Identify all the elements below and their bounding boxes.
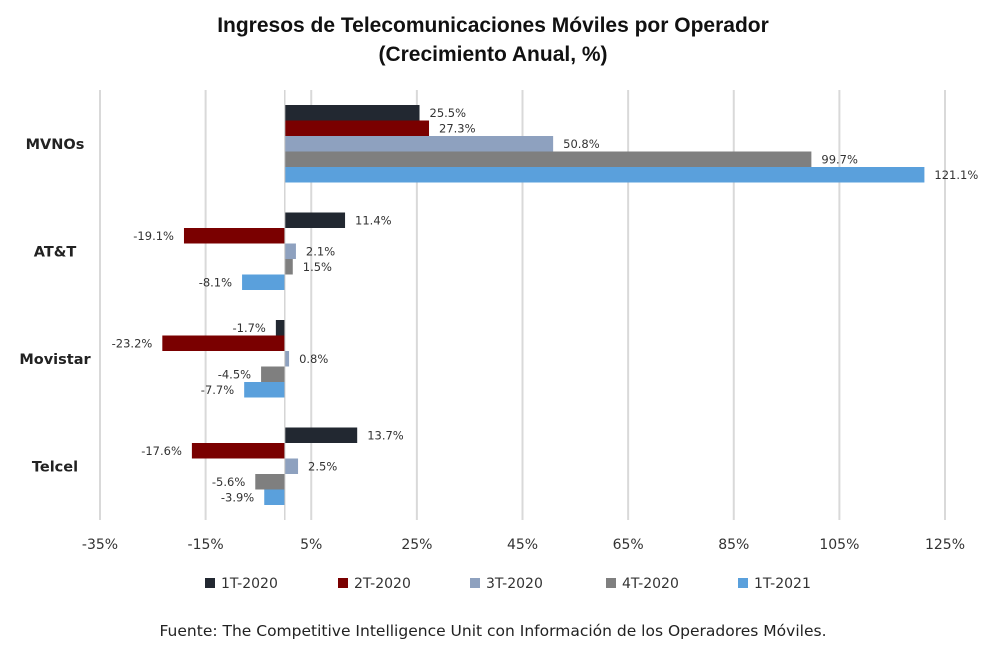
data-label: -4.5% [218, 367, 251, 381]
bar [264, 489, 285, 505]
legend-label: 1T-2021 [754, 576, 811, 592]
x-tick-label: 5% [300, 537, 322, 553]
data-label: 11.4% [355, 213, 392, 227]
category-label: AT&T [34, 244, 77, 260]
bar [284, 212, 346, 228]
source-note: Fuente: The Competitive Intelligence Uni… [159, 622, 826, 640]
chart-title: Ingresos de Telecomunicaciones Móviles p… [217, 14, 769, 37]
x-axis-ticks: -35% -15% 5% 25% 45% 65% 85% 105% 125% [82, 537, 965, 553]
data-label: 13.7% [367, 428, 404, 442]
legend-label: 3T-2020 [486, 576, 543, 592]
data-label: 50.8% [563, 137, 600, 151]
data-label: 27.3% [439, 121, 476, 135]
category-label: MVNOs [26, 137, 85, 153]
bar [244, 382, 285, 398]
category-labels: MVNOs AT&T Movistar Telcel [19, 137, 91, 476]
bar [183, 228, 285, 244]
data-label: -8.1% [199, 275, 232, 289]
data-label: 2.1% [306, 244, 335, 258]
data-label: 1.5% [303, 260, 332, 274]
x-tick-label: 105% [819, 537, 859, 553]
data-label: -3.9% [221, 490, 254, 504]
bar [284, 458, 299, 474]
legend-label: 1T-2020 [221, 576, 278, 592]
legend-swatch [738, 578, 748, 588]
legend-swatch [338, 578, 348, 588]
x-tick-label: -15% [188, 537, 224, 553]
bar [284, 351, 290, 367]
data-label: 25.5% [430, 106, 467, 120]
bar [284, 151, 812, 167]
legend-swatch [205, 578, 215, 588]
data-label: 121.1% [934, 168, 978, 182]
bar [261, 366, 285, 382]
legend-swatch [470, 578, 480, 588]
x-tick-label: 85% [718, 537, 749, 553]
x-tick-label: 125% [925, 537, 965, 553]
data-label: -5.6% [212, 475, 245, 489]
bar [275, 320, 285, 336]
chart-subtitle: (Crecimiento Anual, %) [378, 43, 607, 66]
data-label: -23.2% [112, 336, 153, 350]
x-tick-label: -35% [82, 537, 118, 553]
data-label: 2.5% [308, 459, 337, 473]
x-tick-label: 65% [613, 537, 644, 553]
bar [284, 136, 554, 152]
legend-label: 4T-2020 [622, 576, 679, 592]
x-tick-label: 45% [507, 537, 538, 553]
x-tick-label: 25% [401, 537, 432, 553]
bar [284, 243, 296, 259]
bar [242, 274, 285, 290]
legend-swatch [606, 578, 616, 588]
bar [284, 259, 293, 275]
category-label: Telcel [32, 459, 78, 475]
bar [162, 335, 285, 351]
data-label: 0.8% [299, 352, 328, 366]
legend-label: 2T-2020 [354, 576, 411, 592]
bar [284, 167, 925, 183]
data-label: -19.1% [133, 229, 174, 243]
bars: 25.5%27.3% 50.8% 99.7% 121.1% 11.4% -19.1% 2.1… [112, 90, 978, 520]
bar [191, 443, 285, 459]
data-label: 99.7% [821, 152, 858, 166]
category-label: Movistar [19, 352, 91, 368]
bar [284, 120, 430, 136]
bar [284, 105, 420, 121]
data-label: -7.7% [201, 383, 234, 397]
data-label: -1.7% [232, 321, 265, 335]
data-label: -17.6% [141, 444, 182, 458]
bar [255, 474, 285, 490]
legend: 1T-2020 2T-2020 3T-2020 4T-2020 1T-2021 [205, 576, 811, 592]
bar [284, 427, 358, 443]
